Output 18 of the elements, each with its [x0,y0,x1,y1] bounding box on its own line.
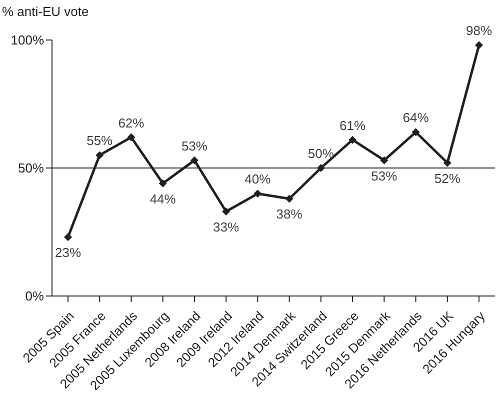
data-label: 38% [276,206,303,222]
y-tick-label: 50% [18,160,44,176]
data-label: 64% [402,110,430,126]
data-label: 50% [308,146,334,161]
data-label: 55% [86,133,114,148]
data-label: 62% [118,115,145,130]
data-label: 44% [150,191,176,206]
data-label: 53% [371,168,398,184]
data-label: 98% [466,23,492,38]
data-label: 61% [340,118,366,133]
data-label: 33% [213,220,240,235]
data-label: 40% [244,172,272,187]
y-tick-label: 0% [25,288,44,304]
y-axis-title: % anti-EU vote [2,4,89,19]
data-label: 53% [181,138,208,154]
data-label: 52% [434,170,461,186]
y-tick-label: 100% [10,32,44,48]
data-label: 23% [54,245,82,260]
